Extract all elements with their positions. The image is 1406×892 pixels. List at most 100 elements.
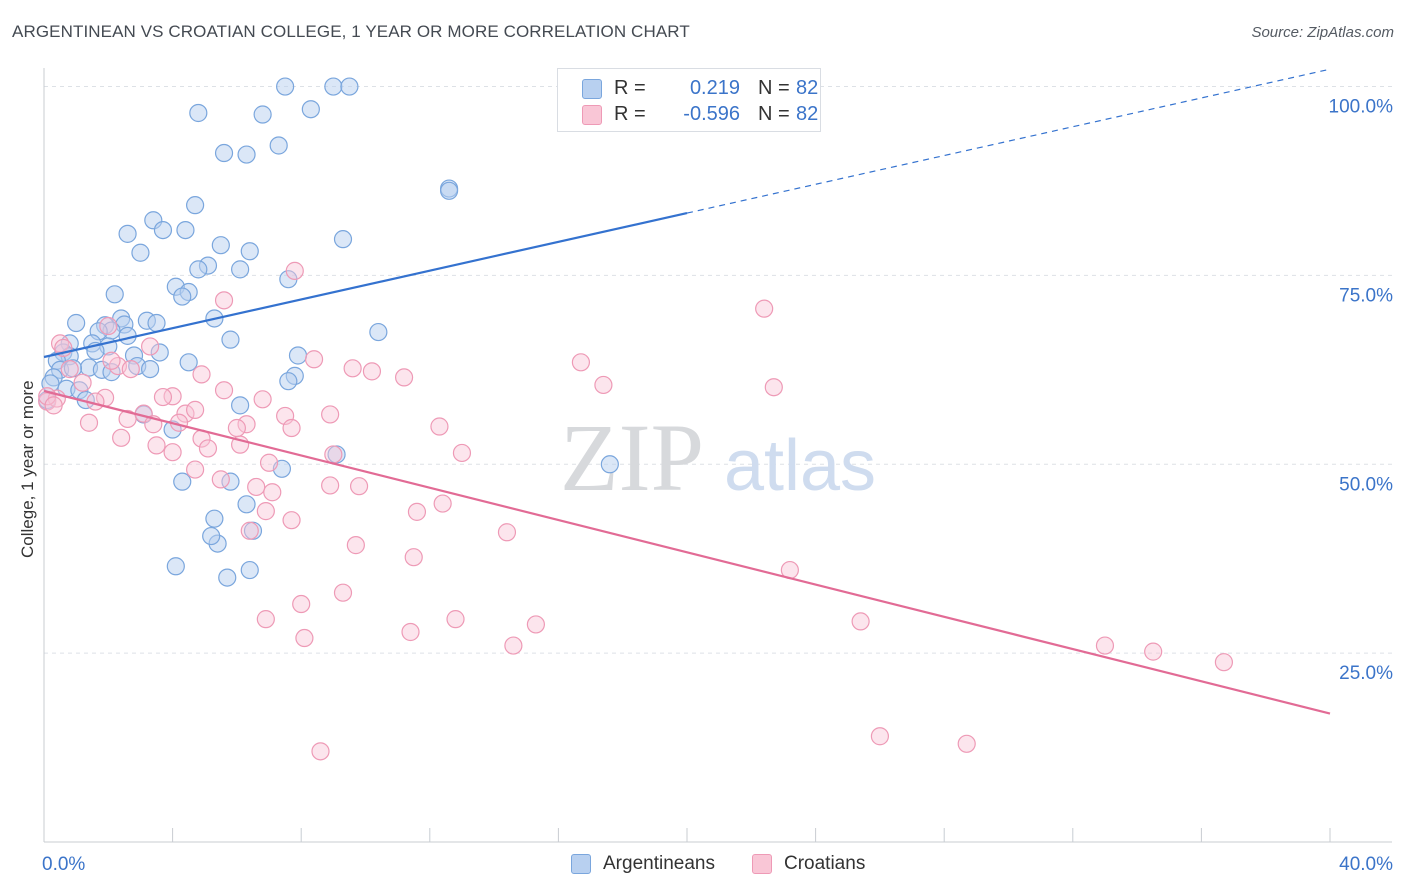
croatians-r-value: -0.596 (683, 103, 740, 125)
argentineans-point (253, 105, 272, 124)
croatians-point (526, 615, 545, 634)
argentineans-point (237, 495, 256, 514)
croatians-n-value: 82 (796, 103, 819, 125)
argentineans-point (105, 285, 124, 304)
argentineans-r-label: R = (614, 77, 646, 99)
croatians-point (163, 443, 182, 462)
croatians-point (452, 443, 472, 463)
croatians-point (247, 477, 266, 497)
argentineans-point (140, 359, 160, 379)
croatians-point (764, 378, 783, 397)
argentineans-legend-label: Argentineans (603, 853, 715, 874)
croatians-r-label: R = (614, 103, 646, 125)
croatians-point (118, 409, 137, 429)
argentineans-point (186, 196, 205, 215)
argentineans-trend-line (43, 212, 688, 359)
croatians-point (321, 405, 340, 424)
trend-lines (43, 68, 1331, 715)
croatians-point (571, 353, 591, 372)
croatians-point (227, 418, 246, 438)
argentineans-point (153, 220, 173, 240)
x-tick-label-min: 0.0% (42, 854, 85, 875)
argentineans-point (218, 568, 237, 587)
argentineans-point (240, 560, 259, 580)
croatians-point (163, 387, 182, 406)
croatians-point (99, 316, 118, 336)
croatians-point (292, 594, 311, 614)
croatians-point (851, 612, 870, 631)
argentineans-point (269, 136, 288, 155)
croatians-swatch (582, 105, 602, 125)
argentineans-point (279, 372, 298, 391)
argentineans-point (369, 322, 388, 342)
source-label: Source: ZipAtlas.com (1251, 24, 1394, 41)
croatians-point (755, 299, 774, 318)
croatians-point (349, 477, 369, 496)
croatians-point (240, 521, 259, 540)
croatians-point (256, 610, 275, 629)
argentineans-point (231, 396, 250, 415)
croatians-point (870, 727, 890, 746)
croatians-point (79, 413, 99, 432)
croatians-point (147, 436, 166, 455)
stats-legend: R = 0.219 N = 82 R = -0.596 N = 82 (557, 68, 821, 132)
croatians-point (214, 291, 234, 310)
argentineans-point (150, 343, 169, 362)
argentineans-point (231, 260, 250, 279)
argentineans-point (147, 313, 166, 333)
argentineans-n-label: N = (758, 77, 790, 99)
croatians-point (1214, 653, 1234, 672)
croatians-point (73, 373, 92, 392)
croatians-point (214, 381, 234, 400)
croatians-point (253, 390, 272, 409)
croatians-point (594, 375, 613, 395)
argentineans-point (214, 143, 234, 163)
croatians-point (430, 417, 449, 436)
croatians-point (140, 337, 160, 356)
croatians-point (211, 470, 230, 489)
argentineans-point (173, 472, 192, 491)
watermark-zip: ZIP (560, 404, 704, 511)
croatians-point (1144, 642, 1163, 661)
croatians-point (394, 368, 414, 387)
argentineans-point (439, 181, 459, 200)
argentineans-point (118, 224, 137, 243)
argentineans-point (324, 77, 343, 96)
argentineans-point (205, 509, 224, 528)
croatians-point (176, 404, 195, 423)
croatians-point (186, 400, 205, 419)
croatians-point (192, 365, 211, 384)
argentineans-point (189, 103, 208, 123)
croatians-legend-label: Croatians (784, 853, 866, 874)
croatians-trend-line (43, 389, 1331, 715)
x-tick-label-max: 40.0% (1339, 854, 1393, 875)
croatians-point (121, 359, 140, 379)
croatians-point (112, 428, 131, 447)
croatians-point (401, 622, 420, 642)
argentineans-n-value: 82 (796, 77, 819, 99)
croatians-point (343, 359, 362, 378)
croatians-point (263, 483, 282, 502)
croatians-point (324, 445, 343, 464)
croatians-point (433, 494, 452, 513)
croatians-point (497, 523, 517, 542)
croatians-n-label: N = (758, 103, 790, 125)
croatians-point (346, 536, 365, 555)
croatians-point (333, 583, 353, 602)
argentineans-point (301, 100, 320, 119)
croatians-legend-swatch (752, 854, 772, 874)
argentineans-point (221, 330, 240, 349)
croatians-point (407, 502, 427, 521)
croatians-point (504, 636, 523, 655)
croatians-point (404, 548, 423, 567)
watermark: ZIP atlas (560, 404, 876, 511)
argentineans-point (67, 313, 86, 333)
croatians-point (259, 453, 279, 472)
argentineans-point (189, 260, 208, 279)
croatians-point (957, 734, 976, 753)
argentineans-point (176, 220, 195, 240)
croatians-point (295, 628, 314, 648)
argentineans-point (202, 526, 221, 546)
argentineans-point (211, 236, 230, 255)
